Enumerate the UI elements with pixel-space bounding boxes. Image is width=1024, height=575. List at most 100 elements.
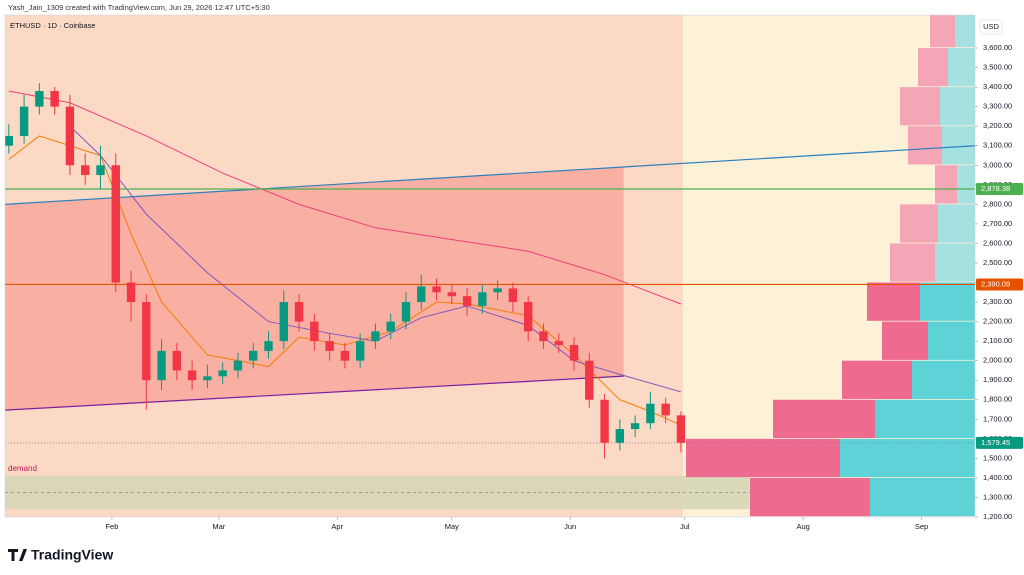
volume-down <box>882 321 928 360</box>
candle-body <box>523 302 533 332</box>
volume-up <box>948 48 975 87</box>
price-label: 2,390.09 <box>981 279 1010 288</box>
price-label-box <box>976 183 1023 196</box>
candle-body <box>646 403 655 424</box>
x-tick-label: Apr <box>331 522 343 531</box>
candle-body <box>35 91 44 107</box>
x-tick-label: May <box>445 522 459 531</box>
candle-body <box>386 321 395 332</box>
volume-up <box>942 126 975 165</box>
candle-body <box>493 288 502 293</box>
y-tick-label: 1,200.00 <box>983 512 1012 521</box>
candle-body <box>371 331 380 342</box>
candle-body <box>19 106 29 136</box>
y-tick-label: 3,600.00 <box>983 43 1012 52</box>
y-tick-label: 2,600.00 <box>983 238 1012 247</box>
volume-down <box>842 360 912 399</box>
volume-down <box>935 165 957 204</box>
y-tick-label: 1,900.00 <box>983 375 1012 384</box>
candle-body <box>630 423 640 430</box>
volume-up <box>957 165 975 204</box>
y-tick-label: 1,700.00 <box>983 414 1012 423</box>
x-tick-label: Aug <box>796 522 809 531</box>
candle-body <box>661 403 670 416</box>
candle-body <box>585 360 594 400</box>
y-tick-label: 2,200.00 <box>983 317 1012 326</box>
volume-down <box>930 15 955 48</box>
y-tick-label: 3,500.00 <box>983 63 1012 72</box>
candle-body <box>111 165 120 283</box>
candle-body <box>569 345 579 361</box>
candle-body <box>340 350 350 361</box>
y-tick-label: 3,100.00 <box>983 141 1012 150</box>
y-tick-label: 3,400.00 <box>983 82 1012 91</box>
candle-body <box>279 302 288 342</box>
volume-up <box>870 477 975 517</box>
candle-body <box>447 292 457 297</box>
y-tick-label: 1,400.00 <box>983 473 1012 482</box>
axes: 1,200.001,300.001,400.001,500.001,600.00… <box>105 43 1023 531</box>
currency: USD <box>983 22 999 31</box>
candle-body <box>355 341 365 361</box>
x-tick-label: Feb <box>105 522 118 531</box>
candle-body <box>50 91 59 107</box>
candle-body <box>5 135 14 146</box>
volume-down <box>890 243 935 282</box>
y-tick-label: 2,300.00 <box>983 297 1012 306</box>
candle-body <box>157 350 166 381</box>
candle-body <box>676 415 686 443</box>
volume-down <box>900 204 938 243</box>
y-tick-label: 3,200.00 <box>983 121 1012 130</box>
candle-body <box>478 292 487 306</box>
x-tick-label: Jul <box>680 522 690 531</box>
y-tick-label: 2,100.00 <box>983 336 1012 345</box>
candle-body <box>432 286 441 293</box>
volume-up <box>875 399 975 439</box>
candle-body <box>126 282 136 303</box>
candle-body <box>203 376 212 381</box>
volume-down <box>686 438 840 478</box>
candle-body <box>264 341 273 351</box>
price-label: 1,579.45 <box>981 438 1010 447</box>
symbol-info: ETHUSD · 1D · Coinbase <box>10 21 95 30</box>
candle-body <box>401 302 411 322</box>
y-tick-label: 2,700.00 <box>983 219 1012 228</box>
y-tick-label: 2,000.00 <box>983 356 1012 365</box>
volume-up <box>940 87 975 126</box>
demand-label: demand <box>8 464 37 473</box>
volume-up <box>920 282 975 321</box>
plot-frame <box>4 14 976 518</box>
candle-body <box>294 302 304 322</box>
trendline <box>5 145 975 205</box>
candle-body <box>172 350 182 371</box>
candle-body <box>325 341 334 351</box>
y-tick-label: 3,000.00 <box>983 160 1012 169</box>
credit: Yash_Jain_1309 created with TradingView.… <box>8 3 270 12</box>
price-label-box <box>976 278 1023 291</box>
y-tick-label: 2,500.00 <box>983 258 1012 267</box>
y-tick-label: 3,300.00 <box>983 102 1012 111</box>
channel-fill <box>5 166 624 411</box>
candle-body <box>615 429 625 443</box>
trendline <box>5 375 624 411</box>
logo: TradingView <box>8 547 113 563</box>
y-tick-label: 1,300.00 <box>983 492 1012 501</box>
candle-body <box>539 331 548 342</box>
volume-down <box>773 399 875 439</box>
volume-up <box>955 15 975 48</box>
moving-average <box>8 90 682 305</box>
x-tick-label: Sep <box>915 522 928 531</box>
y-tick-label: 2,800.00 <box>983 199 1012 208</box>
currency-box <box>979 19 1003 35</box>
volume-up <box>935 243 975 282</box>
candle-body <box>310 321 319 342</box>
candle-body <box>462 296 472 306</box>
candle-body <box>233 360 243 371</box>
candle-body <box>80 165 90 176</box>
volume-up <box>938 204 975 243</box>
candle-body <box>249 350 258 361</box>
x-tick-label: Jun <box>564 522 576 531</box>
volume-up <box>912 360 975 399</box>
volume-down <box>908 126 942 165</box>
